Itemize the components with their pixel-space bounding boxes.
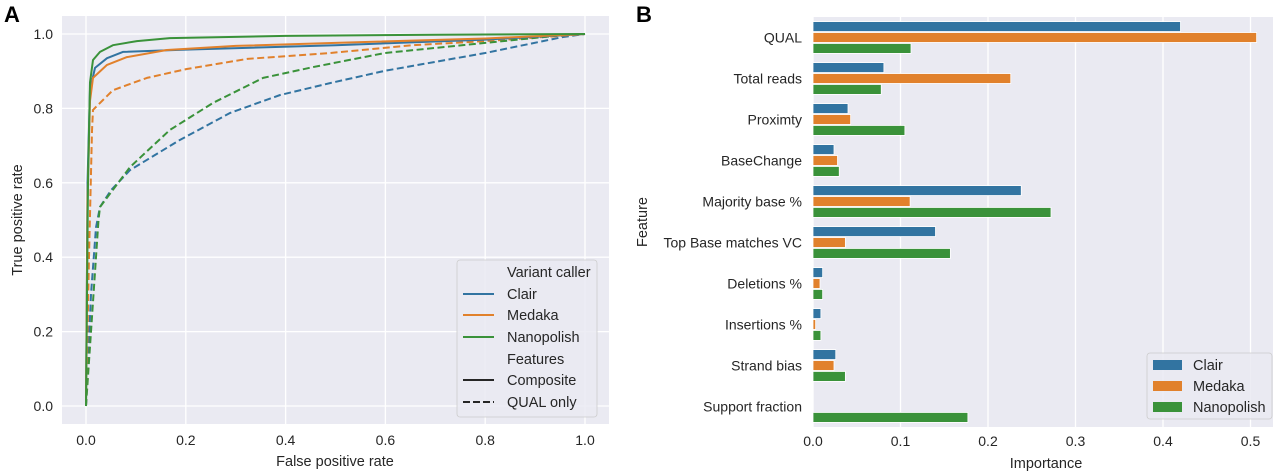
roc-x-tick-label: 0.8 (475, 432, 495, 448)
importance-category-label: Support fraction (703, 399, 802, 415)
importance-bar-nanopolish (812, 248, 951, 259)
importance-x-tick-label: 0.3 (1066, 433, 1086, 449)
importance-bar-clair (812, 349, 837, 360)
importance-bar-nanopolish (812, 43, 912, 54)
importance-y-axis-label: Feature (635, 197, 651, 247)
roc-x-tick-label: 0.4 (276, 432, 296, 448)
legend-bar-swatch-medaka (1153, 381, 1182, 391)
panel-label-b: B (636, 2, 652, 27)
importance-bar-medaka (812, 319, 817, 330)
importance-legend: Clair Medaka Nanopolish (1146, 352, 1273, 420)
legend-title-variant-caller: Variant caller (507, 265, 591, 281)
importance-bar-nanopolish (812, 166, 840, 177)
importance-bar-medaka (812, 114, 852, 125)
roc-curve-medaka-qual-only (85, 33, 586, 407)
importance-bar-clair (812, 103, 849, 114)
roc-y-tick-label: 0.4 (34, 249, 54, 265)
importance-bars (812, 21, 1258, 423)
importance-bar-clair (812, 267, 824, 278)
importance-bar-clair (812, 226, 936, 237)
roc-x-tick-label: 0.2 (176, 432, 196, 448)
legend-bar-swatch-nanopolish (1153, 402, 1182, 412)
importance-bar-medaka (812, 196, 911, 207)
importance-bar-nanopolish (812, 330, 822, 341)
roc-legend: Variant caller Clair Medaka Nanopolish F… (456, 259, 598, 418)
roc-y-tick-label: 1.0 (34, 26, 54, 42)
importance-bar-clair (812, 185, 1022, 196)
roc-curve-nanopolish-qual-only (85, 33, 586, 407)
importance-bar-medaka (812, 360, 835, 371)
importance-bar-nanopolish (812, 84, 882, 95)
importance-category-labels: QUAL Total reads Proximty BaseChange Majorit… (663, 30, 802, 415)
importance-bar-clair (812, 62, 885, 73)
importance-x-tick-label: 0.2 (978, 433, 998, 449)
importance-bar-medaka (812, 155, 838, 166)
legend-bar-swatch-clair (1153, 360, 1182, 370)
roc-x-axis-label: False positive rate (276, 454, 394, 470)
importance-tick-labels: 0.0 0.1 0.2 0.3 0.4 0.5 (803, 433, 1260, 449)
importance-bar-medaka (812, 237, 846, 248)
importance-x-tick-label: 0.0 (803, 433, 823, 449)
importance-x-tick-label: 0.1 (891, 433, 911, 449)
importance-bar-medaka (812, 73, 1012, 84)
legend-bar-label-nanopolish: Nanopolish (1193, 400, 1266, 416)
importance-x-tick-label: 0.5 (1241, 433, 1261, 449)
importance-category-label: Total reads (734, 71, 802, 87)
importance-category-label: Majority base % (702, 194, 802, 210)
legend-label-composite: Composite (507, 373, 576, 389)
importance-category-label: Top Base matches VC (663, 235, 802, 251)
roc-x-tick-label: 0.6 (376, 432, 396, 448)
importance-bar-medaka (812, 32, 1258, 43)
legend-label-clair: Clair (507, 287, 537, 303)
legend-title-features: Features (507, 352, 564, 368)
roc-legend-box (456, 259, 598, 418)
importance-bar-medaka (812, 278, 821, 289)
roc-gridlines (62, 16, 609, 424)
legend-bar-label-clair: Clair (1193, 358, 1223, 374)
legend-label-medaka: Medaka (507, 308, 560, 324)
importance-bar-nanopolish (812, 412, 969, 423)
roc-y-tick-label: 0.2 (34, 324, 54, 340)
importance-bar-nanopolish (812, 289, 824, 300)
roc-curve-clair-qual-only (85, 33, 586, 407)
roc-x-tick-label: 1.0 (575, 432, 595, 448)
importance-bar-clair (812, 308, 822, 319)
importance-category-label: QUAL (764, 30, 802, 46)
roc-x-tick-label: 0.0 (76, 432, 96, 448)
roc-y-axis-label: True positive rate (10, 164, 26, 275)
roc-curves (85, 33, 586, 407)
legend-label-qual-only: QUAL only (507, 395, 577, 411)
legend-label-nanopolish: Nanopolish (507, 330, 580, 346)
roc-y-tick-label: 0.0 (34, 398, 54, 414)
importance-x-axis-label: Importance (1010, 456, 1083, 471)
importance-bar-clair (812, 21, 1181, 32)
importance-category-label: Insertions % (725, 317, 802, 333)
roc-y-tick-label: 0.8 (34, 100, 54, 116)
importance-category-label: BaseChange (721, 153, 802, 169)
importance-bar-nanopolish (812, 207, 1052, 218)
roc-curve-nanopolish-composite (85, 33, 586, 407)
importance-bar-nanopolish (812, 371, 846, 382)
importance-category-label: Deletions % (727, 276, 802, 292)
importance-bar-clair (812, 144, 835, 155)
legend-bar-label-medaka: Medaka (1193, 379, 1246, 395)
importance-category-label: Strand bias (731, 358, 802, 374)
panel-label-a: A (4, 2, 20, 27)
roc-y-tick-label: 0.6 (34, 175, 54, 191)
importance-category-label: Proximty (748, 112, 802, 128)
roc-tick-labels: 0.0 0.2 0.4 0.6 0.8 1.0 0.0 0.2 0.4 0.6 0.8 1.0 (34, 26, 595, 448)
importance-bar-nanopolish (812, 125, 906, 136)
importance-x-tick-label: 0.4 (1153, 433, 1173, 449)
